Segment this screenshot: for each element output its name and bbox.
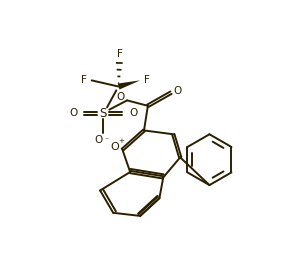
Text: F: F <box>117 49 123 59</box>
Text: O: O <box>117 92 125 101</box>
Text: F: F <box>144 75 150 85</box>
Text: +: + <box>118 138 124 144</box>
Text: O: O <box>173 86 181 96</box>
Text: S: S <box>99 107 107 120</box>
Polygon shape <box>118 81 140 89</box>
Text: O: O <box>129 109 137 119</box>
Text: O: O <box>69 109 77 119</box>
Text: O: O <box>95 135 103 146</box>
Text: O: O <box>110 142 119 152</box>
Text: ⁻: ⁻ <box>105 135 109 144</box>
Text: F: F <box>81 75 87 85</box>
